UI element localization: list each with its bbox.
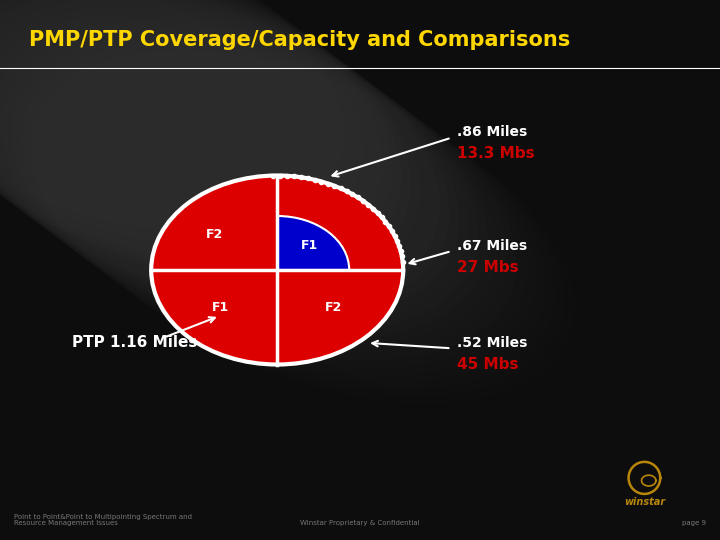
Text: .86 Miles: .86 Miles — [457, 125, 528, 139]
Text: 45 Mbs: 45 Mbs — [457, 357, 518, 372]
Text: page 9: page 9 — [682, 521, 706, 526]
Text: F1: F1 — [301, 239, 318, 252]
Text: 13.3 Mbs: 13.3 Mbs — [457, 146, 535, 161]
Text: Point to Point&Point to Multipointing Spectrum and
Resource Management Issues: Point to Point&Point to Multipointing Sp… — [14, 514, 192, 526]
Text: winstar: winstar — [624, 497, 665, 507]
Text: PTP 1.16 Miles: PTP 1.16 Miles — [72, 335, 197, 350]
Text: PMP/PTP Coverage/Capacity and Comparisons: PMP/PTP Coverage/Capacity and Comparison… — [29, 30, 570, 50]
Text: F1: F1 — [212, 301, 229, 314]
Text: .67 Miles: .67 Miles — [457, 239, 527, 253]
Circle shape — [151, 176, 403, 364]
Text: F2: F2 — [325, 301, 343, 314]
Text: 27 Mbs: 27 Mbs — [457, 260, 519, 275]
Wedge shape — [277, 216, 349, 270]
Text: F2: F2 — [206, 227, 222, 241]
Text: .52 Miles: .52 Miles — [457, 336, 528, 350]
Text: Winstar Proprietary & Confidential: Winstar Proprietary & Confidential — [300, 521, 420, 526]
